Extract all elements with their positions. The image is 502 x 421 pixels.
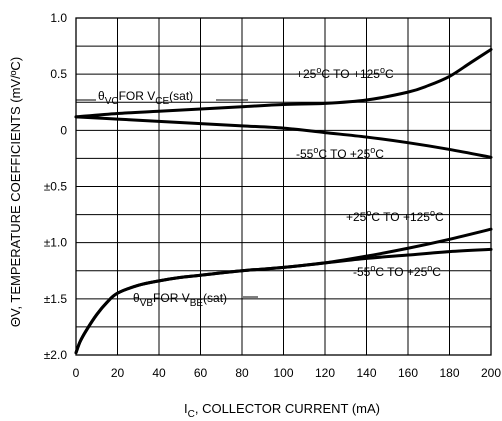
vc-v-sub: CE [155, 96, 169, 107]
vc-theta-sub: VC [105, 96, 119, 107]
x-tick-label: 80 [235, 366, 249, 380]
x-axis-title: IC, COLLECTOR CURRENT (mA) [184, 401, 380, 420]
x-tick-label: 120 [315, 366, 335, 380]
x-tick-label: 100 [273, 366, 293, 380]
vb-tail: (sat) [203, 291, 227, 305]
y-axis-title: ΘV, TEMPERATURE COEFFICIENTS (mV/ºC) [8, 57, 23, 327]
upper-hot-label: +25oC TO +125oC [296, 65, 394, 81]
y-tick-label: 0.5 [50, 67, 67, 81]
x-tick-label: 140 [356, 366, 376, 380]
lower-cold-label: -55oC TO +25oC [353, 263, 441, 279]
vc-curve-label: θVCFOR VCE(sat) [98, 89, 193, 107]
y-tick-label: 0 [60, 123, 67, 137]
vc-tail: (sat) [169, 89, 193, 103]
x-tick-label: 0 [73, 366, 80, 380]
vb-theta-sub: VB [140, 298, 154, 309]
grid [75, 17, 492, 356]
x-tick-label: 160 [398, 366, 418, 380]
series-vb-cold-line [74, 247, 493, 355]
vb-mid: FOR V [153, 291, 190, 305]
upper-cold-label: -55oC TO +25oC [296, 145, 384, 161]
y-tick-label: ±0.5 [44, 180, 68, 194]
series-vc-hot-line [74, 47, 493, 119]
y-tick-label: ±1.0 [44, 236, 68, 250]
series-vc-cold-line [74, 115, 493, 159]
tick-labels: 0 20 40 60 80 100 120 140 160 180 200 1.0 0.5 0 ±0.5 ±1… [44, 11, 502, 380]
x-tick-label: 60 [194, 366, 208, 380]
x-tick-label: 200 [481, 366, 501, 380]
x-axis-title-rest: , COLLECTOR CURRENT (mA) [195, 401, 380, 416]
y-tick-label: 1.0 [50, 11, 67, 25]
x-tick-label: 40 [152, 366, 166, 380]
x-tick-label: 180 [439, 366, 459, 380]
series-group [74, 47, 493, 355]
vb-v-sub: BE [190, 298, 204, 309]
vb-curve-label: θVBFOR VBE(sat) [133, 291, 227, 309]
lower-hot-label: +25oC TO +125oC [346, 208, 444, 224]
vc-mid: FOR V [119, 89, 156, 103]
y-tick-label: ±2.0 [44, 348, 68, 362]
vb-theta: θ [133, 291, 140, 305]
x-axis-title-sub: C [188, 409, 195, 420]
vc-theta: θ [98, 89, 105, 103]
plot-frame [75, 17, 492, 356]
x-tick-label: 20 [111, 366, 125, 380]
y-tick-label: ±1.5 [44, 292, 68, 306]
x-axis-title-main: I [184, 401, 188, 416]
